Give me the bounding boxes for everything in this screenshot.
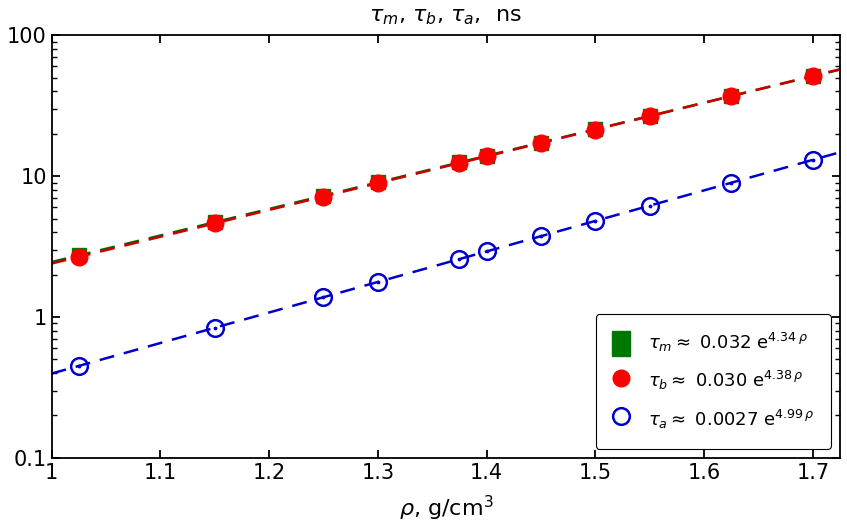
X-axis label: $\rho$, g/cm$^3$: $\rho$, g/cm$^3$: [399, 494, 493, 523]
Legend: $\tau_m$$\approx$ 0.032 e$^{4.34\,\rho}$, $\tau_b$$\approx$ 0.030 e$^{4.38\,\rho: $\tau_m$$\approx$ 0.032 e$^{4.34\,\rho}$…: [595, 314, 831, 449]
Title: $\tau_m$, $\tau_b$, $\tau_a$,  ns: $\tau_m$, $\tau_b$, $\tau_a$, ns: [369, 7, 522, 27]
